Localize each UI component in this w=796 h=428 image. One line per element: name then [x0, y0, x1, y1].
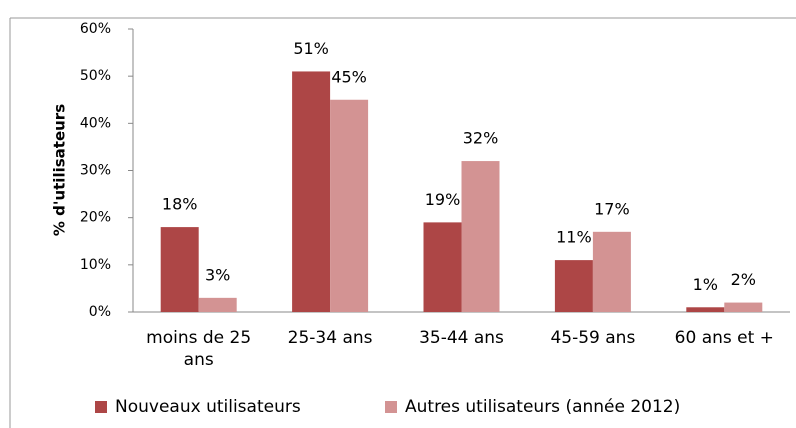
bar [423, 222, 462, 312]
bar [330, 99, 369, 312]
x-tick-label: 60 ans et + [674, 328, 774, 348]
legend-swatch [385, 401, 397, 413]
value-label: 2% [731, 270, 756, 289]
legend-item: Nouveaux utilisateurs [95, 396, 301, 418]
bar [461, 161, 500, 312]
legend-swatch [95, 401, 107, 413]
x-tick-label: 25-34 ans [287, 328, 373, 348]
bar [554, 260, 593, 312]
x-tick-label: moins de 25 ans [146, 328, 252, 370]
x-tick-label: 35-44 ans [419, 328, 504, 348]
legend-label: Nouveaux utilisateurs [115, 397, 301, 417]
y-axis-label: % d'utilisateurs [51, 104, 69, 236]
y-tick-label: 30% [80, 163, 111, 179]
bar [198, 297, 237, 312]
y-tick-label: 0% [89, 304, 111, 320]
legend-label: Autres utilisateurs (année 2012) [405, 397, 681, 417]
legend-item: Autres utilisateurs (année 2012) [385, 396, 680, 418]
y-tick-label: 50% [80, 68, 111, 84]
bar [292, 71, 331, 312]
value-label: 51% [293, 39, 329, 58]
x-tick-label: 45-59 ans [550, 328, 636, 348]
value-label: 1% [693, 275, 718, 294]
bar [686, 307, 725, 312]
value-label: 45% [331, 67, 367, 86]
bar [160, 227, 199, 312]
y-tick-label: 20% [80, 210, 111, 226]
bar [724, 302, 763, 312]
value-label: 19% [425, 190, 461, 209]
value-label: 17% [594, 199, 630, 218]
value-label: 18% [162, 195, 198, 214]
bar [592, 231, 631, 312]
y-tick-label: 10% [80, 257, 111, 273]
y-tick-label: 40% [80, 115, 111, 131]
value-label: 32% [463, 129, 499, 148]
y-tick-label: 60% [80, 21, 111, 37]
value-label: 3% [205, 265, 230, 284]
value-label: 11% [556, 228, 592, 247]
